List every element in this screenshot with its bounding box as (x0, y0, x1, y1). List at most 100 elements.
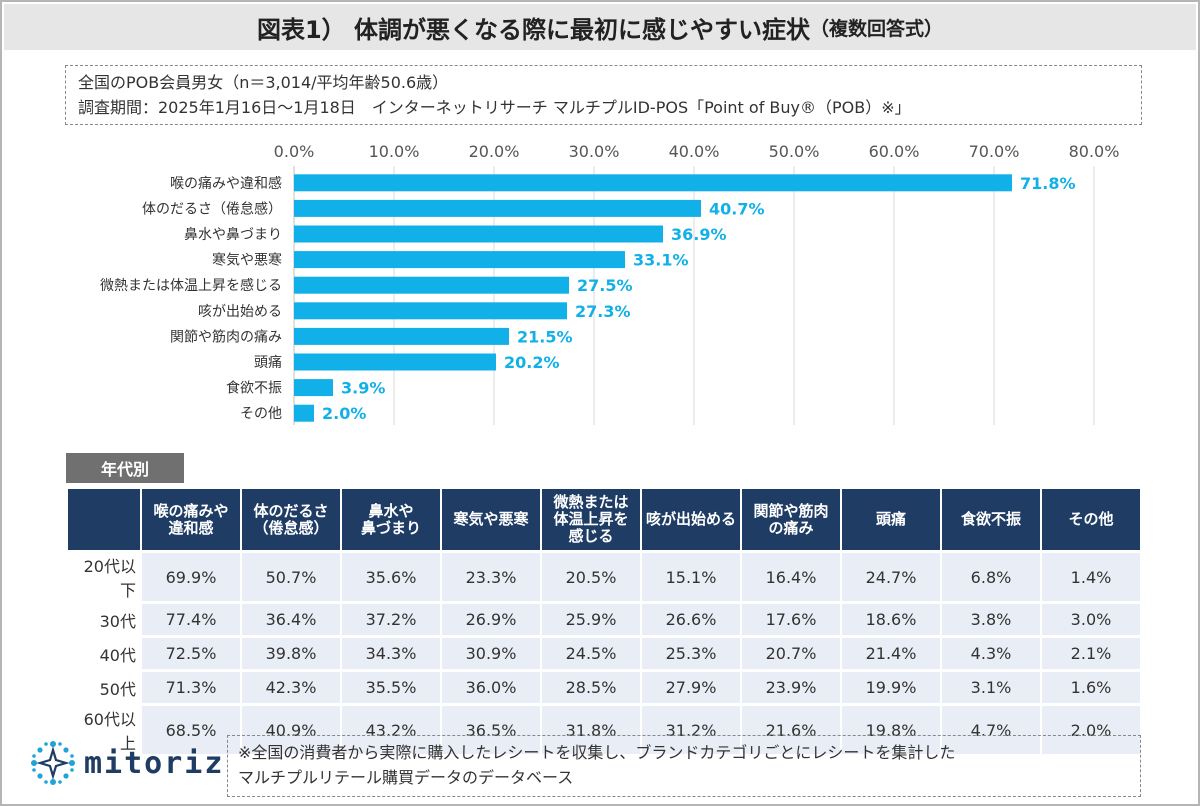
table-cell: 1.6% (1042, 672, 1140, 703)
data-label: 27.5% (577, 276, 633, 295)
data-label: 27.3% (575, 302, 631, 321)
table-cell: 26.9% (442, 604, 540, 635)
table-cell: 27.9% (642, 672, 740, 703)
table-row: 20代以下 69.9% 50.7% 35.6% 23.3% 20.5% 15.1% 16.4%… (68, 553, 1140, 601)
survey-info-line1: 全国のPOB会員男女（n＝3,014/平均年齢50.6歳） (78, 73, 449, 92)
table-cell: 23.3% (442, 553, 540, 601)
table-cell: 35.5% (342, 672, 440, 703)
column-header-line: 頭痛 (875, 510, 906, 528)
data-label: 40.7% (709, 199, 765, 218)
table-cell: 43.2% (342, 706, 440, 754)
row-header-age: 40代 (68, 638, 140, 669)
table-row: 30代 77.4% 36.4% 37.2% 26.9% 25.9% 26.6% 17.6% 18… (68, 604, 1140, 635)
table-row: 60代以上 68.5% 40.9% 43.2% 36.5% 31.8% 31.2% 21.6%… (68, 706, 1140, 754)
survey-info-box: 全国のPOB会員男女（n＝3,014/平均年齢50.6歳） 調査期間：2025年… (65, 65, 1142, 125)
data-label: 71.8% (1020, 174, 1076, 193)
table-cell: 30.9% (442, 638, 540, 669)
table-cell: 15.1% (642, 553, 740, 601)
column-header-line: 違和感 (168, 518, 214, 537)
column-header-line: その他 (1068, 510, 1114, 528)
table-cell: 42.3% (242, 672, 340, 703)
data-label: 21.5% (517, 327, 573, 346)
table-cell: 31.8% (542, 706, 640, 754)
bar-chart: 0.0% 10.0% 20.0% 30.0% 40.0% 50.0% 60.0% 70.0% 8… (100, 142, 1119, 425)
column-header-line: の痛み (768, 518, 814, 537)
table-row: 40代 72.5% 39.8% 34.3% 30.9% 24.5% 25.3% 20.7% 21… (68, 638, 1140, 669)
column-header-line: 体温上昇を (553, 510, 629, 528)
survey-info-line2: 調査期間：2025年1月16日～1月18日 インターネットリサーチ マルチプルI… (78, 98, 911, 117)
table-cell: 24.7% (842, 553, 940, 601)
column-header-line: 喉の痛みや (153, 501, 229, 520)
category-label: 寒気や悪寒 (212, 252, 282, 269)
column-header: 頭痛 (842, 489, 940, 550)
column-header: 食欲不振 (942, 489, 1040, 550)
row-header-age: 20代以下 (68, 553, 140, 601)
table-cell: 21.4% (842, 638, 940, 669)
x-tick-label: 0.0% (274, 142, 315, 161)
table-cell: 28.5% (542, 672, 640, 703)
column-header: 関節や筋肉 の痛み (742, 489, 840, 550)
category-label: 体のだるさ（倦怠感） (142, 200, 282, 217)
x-tick-label: 60.0% (869, 142, 920, 161)
table-cell: 3.8% (942, 604, 1040, 635)
bar (294, 225, 663, 243)
table-cell: 24.5% (542, 638, 640, 669)
table-cell: 3.0% (1042, 604, 1140, 635)
x-tick-label: 20.0% (469, 142, 520, 161)
table-cell: 19.9% (842, 672, 940, 703)
table-cell: 36.5% (442, 706, 540, 754)
table-cell: 23.9% (742, 672, 840, 703)
table-cell: 40.9% (242, 706, 340, 754)
table-cell: 39.8% (242, 638, 340, 669)
data-label: 20.2% (504, 353, 560, 372)
x-tick-label: 10.0% (369, 142, 420, 161)
column-header-line: 微熱または (553, 493, 629, 511)
table-row: 50代 71.3% 42.3% 35.5% 36.0% 28.5% 27.9% 23.9% 19… (68, 672, 1140, 703)
table-cell: 31.2% (642, 706, 740, 754)
column-header: 微熱または 体温上昇を 感じる (542, 489, 640, 550)
x-tick-label: 70.0% (969, 142, 1020, 161)
table-cell: 35.6% (342, 553, 440, 601)
category-label: 関節や筋肉の痛み (170, 328, 282, 345)
column-header-line: 寒気や悪寒 (453, 510, 529, 528)
table-cell: 20.5% (542, 553, 640, 601)
table-cell: 16.4% (742, 553, 840, 601)
row-header-age: 30代 (68, 604, 140, 635)
column-header-line: 咳が出始める (645, 510, 736, 528)
data-label: 33.1% (633, 251, 689, 270)
age-group-label: 年代別 (66, 453, 184, 483)
age-table-header-row: 喉の痛みや 違和感 体のだるさ （倦怠感） 鼻水や 鼻づまり 寒気や悪寒 微熱または 体温上昇を… (68, 489, 1140, 550)
table-cell: 77.4% (142, 604, 240, 635)
table-cell: 18.6% (842, 604, 940, 635)
table-cell: 3.1% (942, 672, 1040, 703)
title-main: 図表1） 体調が悪くなる際に最初に感じやすい症状 (256, 15, 811, 44)
table-cell: 25.9% (542, 604, 640, 635)
category-label: 喉の痛みや違和感 (170, 175, 282, 192)
column-header-line: 関節や筋肉 (753, 501, 829, 520)
table-cell: 4.7% (942, 706, 1040, 754)
x-tick-label: 30.0% (569, 142, 620, 161)
bar (294, 199, 701, 217)
category-label: 頭痛 (254, 354, 282, 371)
row-header-age: 50代 (68, 672, 140, 703)
table-cell: 19.8% (842, 706, 940, 754)
table-cell: 6.8% (942, 553, 1040, 601)
table-cell: 37.2% (342, 604, 440, 635)
x-tick-label: 50.0% (769, 142, 820, 161)
bar (294, 379, 333, 397)
category-label: 食欲不振 (226, 380, 282, 397)
bar (294, 302, 567, 320)
footnote-line1: ※全国の消費者から実際に購入したレシートを収集し、ブランドカテゴリごとにレシート… (238, 743, 956, 762)
table-cell: 4.3% (942, 638, 1040, 669)
table-cell: 2.1% (1042, 638, 1140, 669)
bar (294, 174, 1012, 192)
table-cell: 36.4% (242, 604, 340, 635)
table-cell: 50.7% (242, 553, 340, 601)
sparkle-logo-icon (31, 741, 75, 785)
table-cell: 2.0% (1042, 706, 1140, 754)
column-header: 鼻水や 鼻づまり (342, 489, 440, 550)
column-header-line: 感じる (568, 527, 614, 545)
bar (294, 353, 496, 371)
footnote-box: ※全国の消費者から実際に購入したレシートを収集し、ブランドカテゴリごとにレシート… (227, 735, 1141, 797)
table-cell: 34.3% (342, 638, 440, 669)
